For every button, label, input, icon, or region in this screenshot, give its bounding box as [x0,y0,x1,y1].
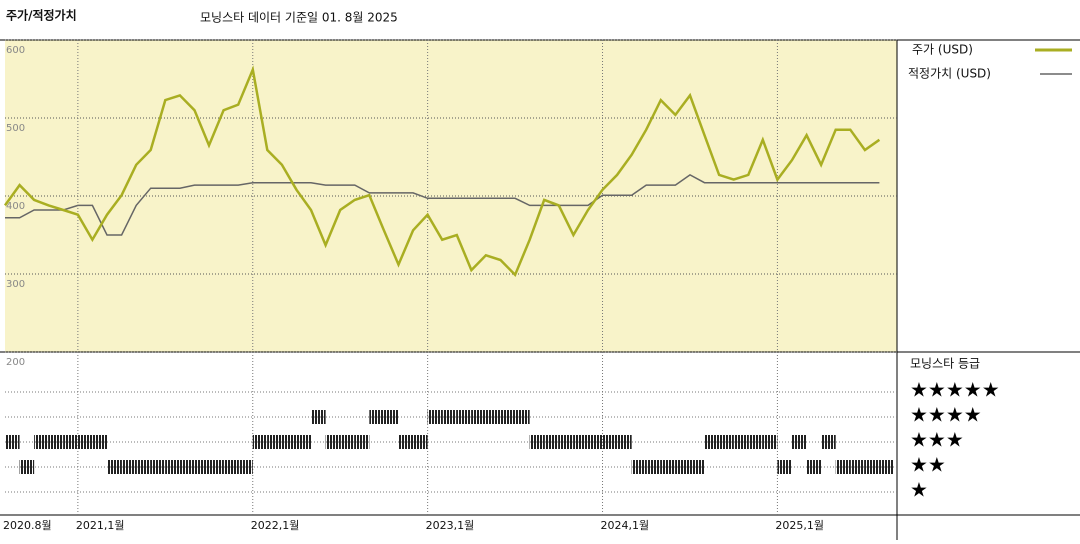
y-tick-label: 300 [6,279,25,290]
x-tick-label: 2022,1월 [251,519,300,532]
rating-bar [864,460,880,474]
rating-bar [427,410,443,424]
x-tick-label: 2025,1월 [775,519,824,532]
rating-bar [369,410,384,424]
series-line [5,174,880,236]
rating-bar [879,460,894,474]
rating-bar [19,460,35,474]
rating-bar [223,460,239,474]
rating-bar [689,460,705,474]
rating-legend-label: ★ [910,478,928,502]
rating-bar [485,410,501,424]
chart-title: 주가/적정가치 [6,8,77,23]
rating-bar [121,460,137,474]
rating-bar [821,435,836,449]
rating-bar [850,460,865,474]
rating-bar [340,435,355,449]
rating-bar [573,435,588,449]
rating-bar [179,460,195,474]
rating-bar [631,460,647,474]
rating-legend-label: ★★★★★ [910,378,1000,402]
rating-bar [165,460,180,474]
rating-bar [325,435,341,449]
rating-legend-label: ★★★ [910,428,964,452]
x-tick-label: 2020.8월 [3,519,52,532]
rating-bar [383,410,399,424]
rating-bar [777,460,792,474]
rating-bar [354,435,370,449]
rating-bar [515,410,530,424]
rating-bar [617,435,632,449]
rating-bar [660,460,676,474]
rating-bar [398,435,414,449]
rating-bar [150,460,166,474]
legend-label: 적정가치 (USD) [908,67,991,81]
rating-bar [529,435,545,449]
rating-bar [500,410,516,424]
rating-bar [5,435,20,449]
y-tick-label: 400 [6,201,25,212]
rating-bar [209,460,224,474]
rating-bar [602,435,618,449]
rating-bar [252,435,268,449]
rating-bar [107,460,122,474]
rating-bar [48,435,64,449]
rating-bar [267,435,282,449]
plot-layer: 200 300 400 500 600 2020.8월 2021,1월 2022,1월 2023… [3,39,897,532]
chart-subtitle: 모닝스타 데이터 기준일 01. 8월 2025 [200,11,398,25]
rating-bar [311,410,326,424]
rating-bar [748,435,763,449]
rating-bar [34,435,49,449]
y-tick-label: 500 [6,123,25,134]
rating-bar [281,435,297,449]
rating-bar [762,435,778,449]
rating-bar [675,460,690,474]
rating-bar [92,435,108,449]
rating-bar [296,435,312,449]
rating-bar [471,410,486,424]
rating-bar [413,435,428,449]
series-line [3,65,881,278]
legend-label: 주가 (USD) [912,43,973,57]
rating-bar [238,460,253,474]
rating-bar [733,435,749,449]
rating-bar [587,435,603,449]
rating-bar [136,460,151,474]
y-tick-label: 200 [6,357,25,368]
x-tick-label: 2023,1월 [426,519,475,532]
rating-bar [194,460,210,474]
y-tick-label: 600 [6,45,25,56]
rating-bar [791,435,807,449]
rating-title: 모닝스타 등급 [910,357,980,371]
rating-bar [719,435,734,449]
rating-bar [442,410,457,424]
rating-bar [456,410,472,424]
rating-bar [806,460,822,474]
rating-legend-label: ★★★★ [910,403,982,427]
price-panel [5,40,897,352]
rating-bar [646,460,661,474]
rating-bar [544,435,559,449]
rating-bar [558,435,574,449]
rating-legend-label: ★★ [910,453,946,477]
rating-bar [835,460,851,474]
rating-bar [77,435,93,449]
x-tick-label: 2024,1월 [601,519,650,532]
rating-bar [704,435,720,449]
rating-bar [63,435,78,449]
x-tick-label: 2021,1월 [76,519,125,532]
